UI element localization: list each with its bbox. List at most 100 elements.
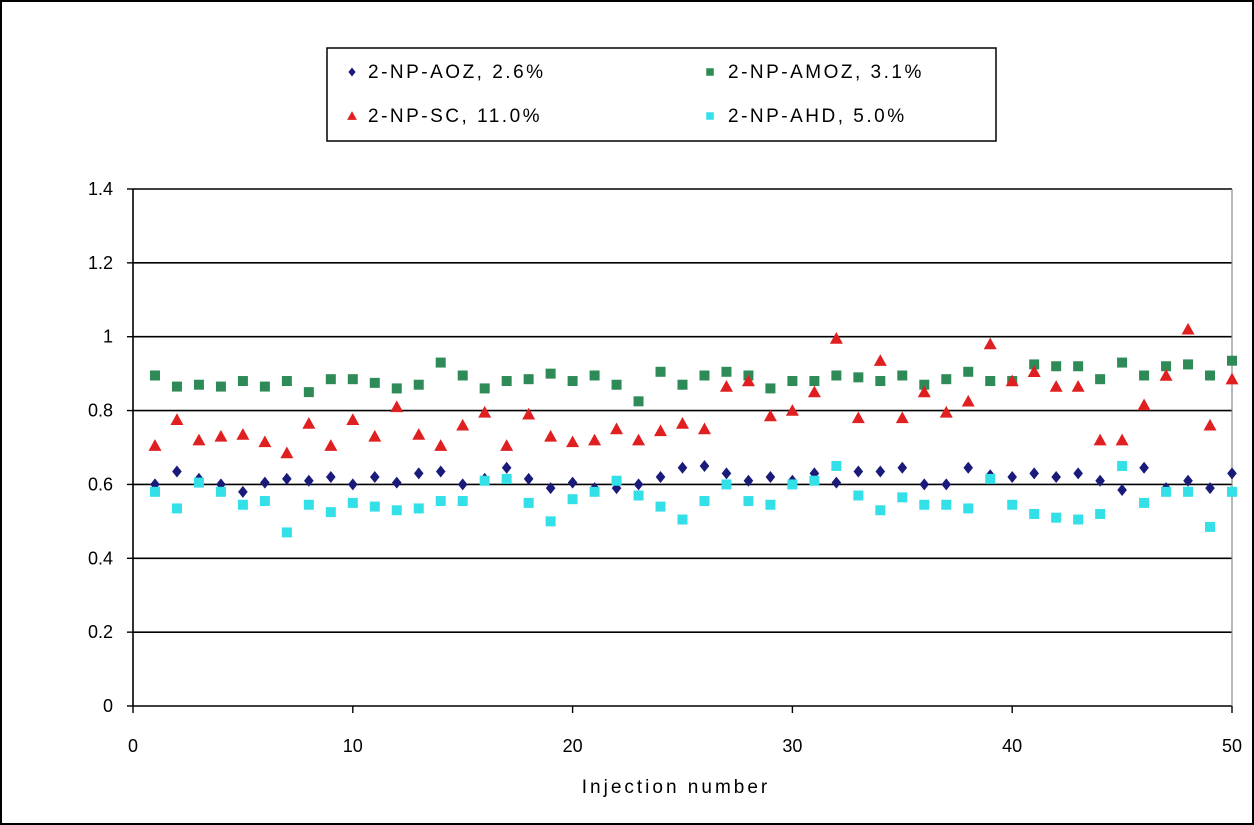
y-tick-label-6: 1.2 [88, 253, 113, 273]
point-s2-23 [633, 396, 644, 407]
point-s1-24 [655, 471, 666, 484]
point-s2-27 [721, 366, 732, 377]
point-s1-10 [348, 478, 358, 491]
point-s4-29 [765, 499, 776, 510]
point-s3-32 [829, 332, 843, 344]
point-s3-47 [1159, 368, 1173, 381]
point-s1-23 [633, 478, 644, 491]
point-s1-6 [260, 476, 270, 489]
point-s3-13 [412, 428, 426, 440]
series-3 [148, 322, 1239, 459]
point-s1-29 [765, 471, 776, 484]
point-s4-39 [985, 473, 996, 484]
point-s1-37 [941, 478, 952, 491]
point-s3-29 [763, 409, 777, 422]
point-s1-34 [875, 465, 886, 478]
point-s4-7 [281, 527, 292, 538]
point-s3-33 [851, 411, 865, 424]
point-s4-13 [413, 503, 424, 514]
point-s4-19 [545, 516, 556, 527]
point-s3-46 [1137, 398, 1151, 411]
point-s1-20 [567, 476, 578, 489]
point-s1-2 [172, 465, 182, 478]
y-tick-label-3: 0.6 [88, 474, 113, 494]
y-tick-label-7: 1.4 [88, 179, 113, 199]
point-s1-1 [150, 478, 160, 491]
point-s4-44 [1095, 508, 1106, 519]
point-s4-38 [963, 503, 974, 514]
point-s1-28 [743, 474, 754, 487]
point-s2-2 [171, 381, 182, 392]
point-s1-46 [1139, 461, 1149, 474]
point-s4-47 [1161, 486, 1172, 497]
point-s4-30 [787, 479, 798, 490]
y-tick-label-5: 1 [103, 327, 113, 347]
point-s2-33 [853, 372, 864, 383]
point-s4-12 [391, 505, 402, 516]
point-s2-26 [699, 370, 710, 381]
point-s1-42 [1051, 471, 1061, 484]
point-s3-22 [610, 422, 624, 435]
point-s3-20 [566, 435, 580, 448]
point-s4-10 [347, 497, 358, 508]
legend-marker-3 [347, 111, 357, 120]
point-s2-36 [919, 379, 930, 390]
point-s4-15 [457, 496, 468, 507]
point-s4-24 [655, 501, 666, 512]
point-s3-38 [961, 394, 975, 407]
point-s4-6 [259, 496, 270, 507]
point-s1-48 [1183, 474, 1193, 487]
point-s2-37 [941, 374, 952, 385]
point-s1-50 [1227, 467, 1237, 480]
point-s3-1 [148, 439, 162, 451]
point-s3-28 [741, 374, 755, 387]
point-s4-8 [303, 499, 314, 510]
point-s2-29 [765, 383, 776, 394]
point-s3-14 [434, 439, 448, 451]
point-s4-2 [171, 503, 182, 514]
point-s1-32 [831, 476, 842, 489]
y-tick-labels: 0 0.2 0.4 0.6 0.8 1 1.2 1.4 [88, 179, 113, 716]
legend-marker-2 [706, 68, 714, 76]
x-axis-label: Injection number [582, 777, 770, 798]
point-s2-6 [259, 381, 270, 392]
point-s2-19 [545, 368, 556, 379]
point-s2-34 [875, 376, 886, 387]
point-s3-34 [873, 354, 887, 366]
point-s1-27 [721, 467, 732, 480]
point-s1-31 [809, 467, 820, 480]
point-s2-46 [1139, 370, 1150, 381]
point-s2-43 [1073, 361, 1084, 372]
point-s2-48 [1183, 359, 1194, 370]
y-tick-label-0: 0 [103, 696, 113, 716]
point-s2-12 [391, 383, 402, 394]
point-s3-15 [456, 418, 470, 431]
point-s1-9 [326, 471, 336, 484]
series-2 [149, 355, 1237, 407]
point-s4-43 [1073, 514, 1084, 525]
point-s4-9 [325, 507, 336, 518]
point-s2-41 [1029, 359, 1040, 370]
point-s1-44 [1095, 474, 1105, 487]
point-s1-14 [435, 465, 446, 478]
point-s2-38 [963, 366, 974, 377]
point-s4-27 [721, 479, 732, 490]
point-s2-39 [985, 376, 996, 387]
point-s4-45 [1117, 460, 1128, 471]
point-s1-17 [501, 461, 512, 474]
point-s3-39 [983, 337, 997, 350]
point-s2-16 [479, 383, 490, 394]
point-s1-33 [853, 465, 864, 478]
point-s2-5 [237, 376, 248, 387]
point-s3-26 [697, 422, 711, 435]
point-s4-46 [1139, 497, 1150, 508]
point-s1-26 [699, 459, 710, 472]
x-tick-label-5: 50 [1222, 736, 1242, 756]
point-s3-5 [236, 428, 250, 440]
point-s3-19 [544, 429, 558, 442]
point-s2-32 [831, 370, 842, 381]
point-s4-42 [1051, 512, 1062, 523]
point-s4-11 [369, 501, 380, 512]
legend-marker-4 [706, 112, 714, 120]
